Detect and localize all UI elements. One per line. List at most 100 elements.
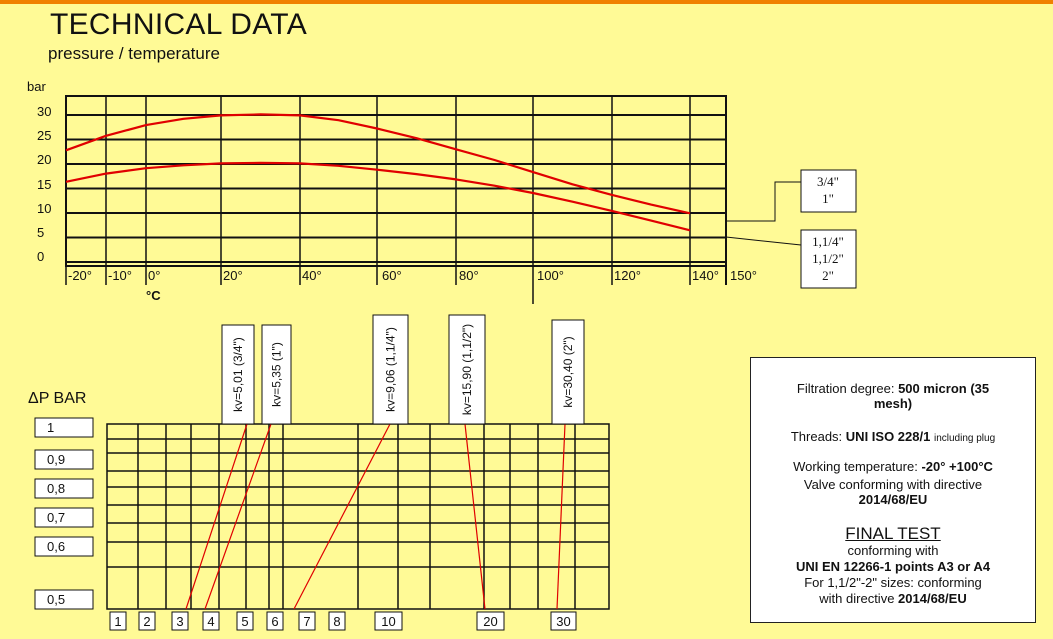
pt-y-tick-label: 5: [37, 225, 44, 240]
pt-x-tick-label: 0°: [148, 268, 160, 283]
dp-x-tick-label: 2: [143, 614, 150, 629]
pt-y-tick-label: 10: [37, 201, 51, 216]
pt-x-tick-label: 20°: [223, 268, 243, 283]
directive-value: 2014/68/EU: [858, 492, 928, 507]
dp-x-tick-box: [298, 611, 316, 631]
pt-y-ticks: 0 5 10 15 20 25 30: [37, 104, 51, 264]
final-directive-label: with directive: [819, 591, 895, 606]
dp-x-tick-label: 4: [207, 614, 214, 629]
pt-chart: -20° -10° 0° 20° 40° 60° 80° 100° 120° 140° 150° 0…: [27, 79, 857, 304]
pt-legend-1-line-1: 3/4": [817, 174, 839, 189]
pt-legend-leader-1: [726, 181, 801, 222]
dp-grid: [106, 423, 610, 610]
directive-text: Valve conforming with directive: [803, 477, 983, 492]
dp-y-tick-box: [34, 478, 94, 499]
top-accent-bar: [0, 0, 1053, 4]
dp-kv-line-2: [204, 423, 272, 610]
pt-legend-box-1: [800, 169, 857, 213]
final-directive-value: 2014/68/EU: [898, 591, 967, 606]
filtration-value-cont: mesh): [873, 396, 913, 411]
dp-x-tick-label: 20: [483, 614, 497, 629]
dp-x-tick-label: 5: [241, 614, 248, 629]
final-test-title: FINAL TEST: [845, 524, 941, 543]
working-temp-row: Working temperature: -20° +100°C: [751, 459, 1035, 474]
pt-x-tick-label: 100°: [537, 268, 564, 283]
dp-kv-label: kv=30,40 (2"): [561, 336, 575, 407]
dp-y-axis-label: ΔP BAR: [28, 390, 86, 407]
pt-legend-series-1: 3/4" 1": [726, 169, 857, 222]
pt-legend-2-line-2: 1,1/2": [812, 251, 844, 266]
dp-y-tick-label: 1: [47, 420, 54, 435]
dp-x-tick-label: 8: [333, 614, 340, 629]
dp-lines: [185, 423, 566, 610]
threads-row: Threads: UNI ISO 228/1 including plug: [751, 429, 1035, 446]
filtration-row-2: mesh): [751, 396, 1035, 411]
working-temp-value: -20° +100°C: [921, 459, 993, 474]
dp-kv-line-3: [293, 423, 391, 610]
dp-kv-label-box: [221, 324, 255, 425]
dp-kv-label-box: [448, 314, 486, 425]
specs-panel: Filtration degree: 500 micron (35 mesh) …: [750, 357, 1036, 623]
dp-y-tick-label: 0,5: [47, 592, 65, 607]
pt-x-ticks: -20° -10° 0° 20° 40° 60° 80° 100° 120° 140° 150°: [68, 268, 757, 283]
dp-x-tick-box: [138, 611, 156, 631]
dp-kv-label: kv=15,90 (1,1/2"): [460, 324, 474, 415]
pt-y-tick-label: 30: [37, 104, 51, 119]
working-temp-label: Working temperature:: [793, 459, 918, 474]
dp-kv-line-5: [556, 423, 566, 610]
pt-x-tick-label: 60°: [382, 268, 402, 283]
pt-x-axis-label: °C: [146, 288, 161, 303]
dp-x-tick-box: [202, 611, 220, 631]
dp-kv-line-4: [464, 423, 486, 610]
dp-y-tick-box: [34, 417, 94, 438]
dp-x-tick-box: [109, 611, 127, 631]
pt-legend-series-2: 1,1/4" 1,1/2" 2": [725, 229, 857, 289]
pt-x-tick-label: 140°: [692, 268, 719, 283]
pt-legend-1-line-2: 1": [822, 191, 834, 206]
pt-y-tick-label: 15: [37, 177, 51, 192]
dp-x-tick-label: 3: [176, 614, 183, 629]
final-standard: UNI EN 12266-1 points A3 or A4: [795, 559, 991, 574]
dp-x-tick-label: 30: [556, 614, 570, 629]
page-subtitle: pressure / temperature: [48, 44, 220, 63]
dp-x-tick-label: 7: [303, 614, 310, 629]
pt-y-tick-label: 20: [37, 152, 51, 167]
dp-y-ticks: 1 0,9 0,8 0,7 0,6 0,5: [34, 417, 94, 610]
dp-y-tick-box: [34, 589, 94, 610]
pt-series-line-1: [65, 113, 691, 215]
threads-label: Threads:: [790, 429, 843, 444]
pt-x-tick-label: 150°: [730, 268, 757, 283]
dp-y-tick-label: 0,8: [47, 481, 65, 496]
dp-y-tick-label: 0,7: [47, 510, 65, 525]
final-standard-row: UNI EN 12266-1 points A3 or A4: [751, 559, 1035, 574]
threads-value: UNI ISO 228/1: [845, 429, 931, 444]
dp-kv-label: kv=5,35 (1"): [270, 342, 284, 407]
dp-kv-label-box: [261, 324, 292, 425]
dp-x-tick-box: [236, 611, 254, 631]
pt-y-tick-label: 0: [37, 249, 44, 264]
dp-x-tick-label: 10: [381, 614, 395, 629]
filtration-row: Filtration degree: 500 micron (35: [751, 381, 1035, 396]
pt-legend-leader-2: [725, 236, 802, 246]
dp-x-tick-label: 6: [271, 614, 278, 629]
dp-y-tick-box: [34, 536, 94, 557]
pt-y-axis-label: bar: [27, 79, 46, 94]
final-conforming: conforming with: [847, 543, 939, 558]
dp-x-ticks: 1 2 3 4 5 6 7 8 10 20 30: [109, 611, 577, 631]
threads-note: including plug: [933, 433, 996, 444]
dp-chart: ΔP BAR 1 0,9 0,8 0,7 0,6 0,5 1 2 3 4 5 6 7 8 10 20 30 k…: [28, 314, 610, 631]
dp-x-tick-box: [171, 611, 189, 631]
dp-x-tick-box: [374, 611, 403, 631]
dp-kv-label-box: [551, 319, 585, 425]
dp-kv-labels: kv=5,01 (3/4") kv=5,35 (1") kv=9,06 (1,1/4…: [221, 314, 585, 425]
final-sizes: For 1,1/2"-2" sizes: conforming: [804, 575, 982, 590]
pt-x-tick-label: 80°: [459, 268, 479, 283]
dp-y-tick-label: 0,9: [47, 452, 65, 467]
dp-x-tick-box: [476, 611, 505, 631]
page-title: TECHNICAL DATA: [50, 8, 308, 41]
dp-y-tick-box: [34, 449, 94, 470]
pt-legend-2-line-1: 1,1/4": [812, 234, 844, 249]
pt-legend-2-line-3: 2": [822, 268, 834, 283]
dp-kv-line-1: [185, 423, 248, 610]
